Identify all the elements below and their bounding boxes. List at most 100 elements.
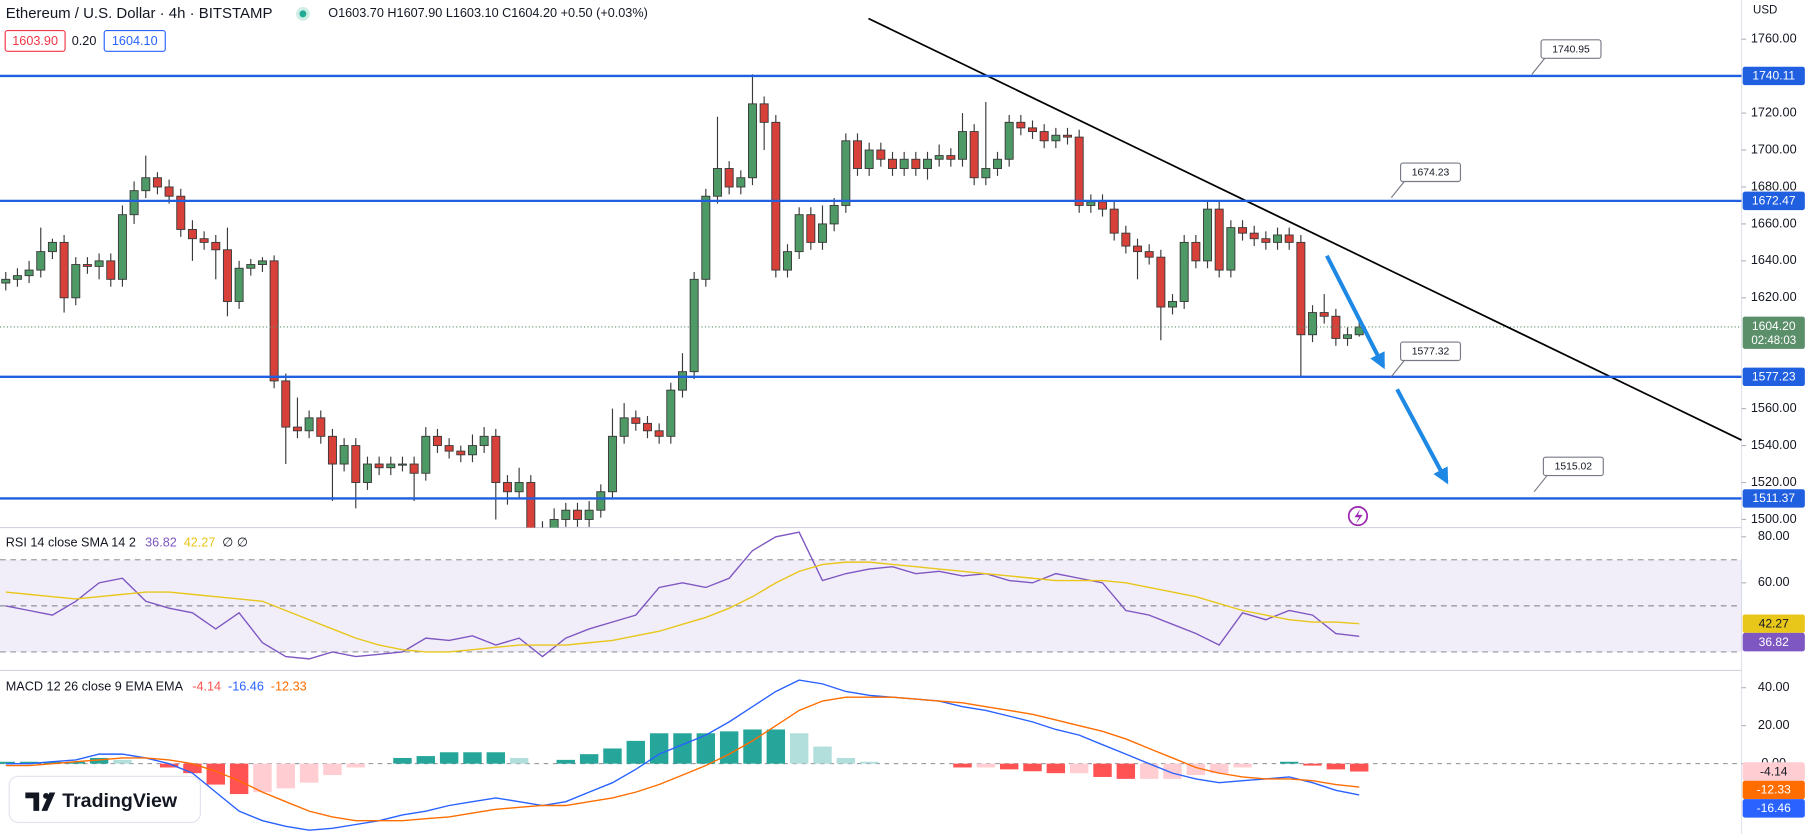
indicator-line [5,679,1360,831]
drawings [868,17,1742,527]
candle-body [1261,238,1271,243]
histogram-bar [1349,763,1369,772]
histogram-bar [766,729,786,764]
legend-value: 36.82 [145,536,177,550]
level-label-box [1742,66,1805,86]
histogram-bar [299,763,319,783]
candle-body [666,389,676,437]
ask-box[interactable] [103,29,166,52]
ohlc-label: L [446,6,453,20]
candle-body [1343,334,1353,339]
last-value-box [1742,614,1805,633]
trend-line [868,17,1742,441]
candle-body [82,264,92,267]
last-price: 1604.20 [1752,319,1796,333]
candle-body [864,149,874,169]
logo-box[interactable] [8,775,201,824]
ohlc-value: 1604.20 [511,6,557,20]
level-label: 1672.47 [1752,194,1796,208]
candle-body [1086,201,1096,206]
candle-body [1016,121,1026,129]
candle-body [876,149,886,160]
callout-leader [1531,56,1547,75]
y-tick-label: 60.00 [1758,575,1790,589]
candle-body [362,463,372,483]
candle-body [806,214,816,243]
histogram-bar [206,763,225,785]
indicator-title: MACD 12 26 close 9 EMA EMA [6,680,184,694]
ohlc-value: 1603.70 [338,6,384,20]
histogram-bar [229,763,249,795]
indicator-line [5,696,1360,822]
histogram-bar [999,763,1019,770]
candle-body [829,204,839,225]
y-tick-label: 1620.00 [1751,290,1797,304]
candle-body [1039,131,1049,142]
histogram-bar [836,757,856,764]
candle-body [1203,208,1213,262]
last-value: 42.27 [1759,616,1790,630]
candle-body [421,435,431,474]
histogram-bar [1139,763,1159,779]
candle-body [176,195,186,230]
macd-title: MACD 12 26 close 9 EMA EMA -4.14 -16.46 -12… [6,680,307,694]
candle-body [958,131,967,160]
candle-body [677,371,687,391]
y-tick-label: 20.00 [1758,718,1790,732]
candle-body [281,380,291,428]
candle-body [269,260,279,382]
histogram-bar [1186,763,1206,776]
logo: TradingView [8,775,201,824]
ohlc-label: H [387,6,396,20]
candle-body [993,158,1002,169]
price-pane [0,74,1742,528]
candle-body [1121,232,1131,247]
candle-body [1168,301,1178,308]
histogram-bar [719,731,739,764]
callout-box [1540,39,1602,59]
event-icon[interactable] [1347,505,1369,527]
y-tick-label: 1660.00 [1751,216,1797,230]
ohlc-value: 1603.10 [453,6,499,20]
candle-body [841,140,851,206]
candle-body [246,264,256,269]
candle-body [187,228,197,240]
candle-body [222,249,232,302]
candle-body [561,509,571,520]
candle-body [316,417,326,437]
last-value: -12.33 [1757,783,1792,797]
candle-body [36,251,46,271]
y-tick-label: 1520.00 [1751,475,1797,489]
candle-body [47,241,57,253]
indicator-line [5,561,1360,653]
histogram-bar [276,763,295,789]
candle-body [969,131,979,179]
candle-body [689,278,699,373]
spread: 0.20 [72,34,97,48]
ohlc: O1603.70 H1607.90 L1603.10 C1604.20 +0.5… [328,6,648,20]
y-tick-label: 40.00 [1758,680,1790,694]
candle-body [94,260,104,267]
histogram-bar [813,746,832,764]
legend-value: 42.27 [184,536,216,550]
candle-body [479,435,489,447]
candle-body [234,267,244,302]
candle-body [712,168,722,197]
level-label-box [1742,489,1805,508]
candle-body [1133,245,1143,253]
histogram-bar [183,763,202,774]
histogram-bar [1116,763,1136,779]
y-tick-label: 80.00 [1758,529,1790,543]
candle-body [386,463,396,469]
candle-body [782,251,792,271]
histogram-bar [66,761,85,764]
level-label: 1577.23 [1752,370,1796,384]
histogram-bar [859,761,879,764]
candle-body [572,509,582,520]
bid-box[interactable] [4,29,66,52]
candle-body [514,482,524,493]
histogram-bar [346,763,366,768]
candle-body [1063,134,1073,138]
candle-body [164,186,174,197]
